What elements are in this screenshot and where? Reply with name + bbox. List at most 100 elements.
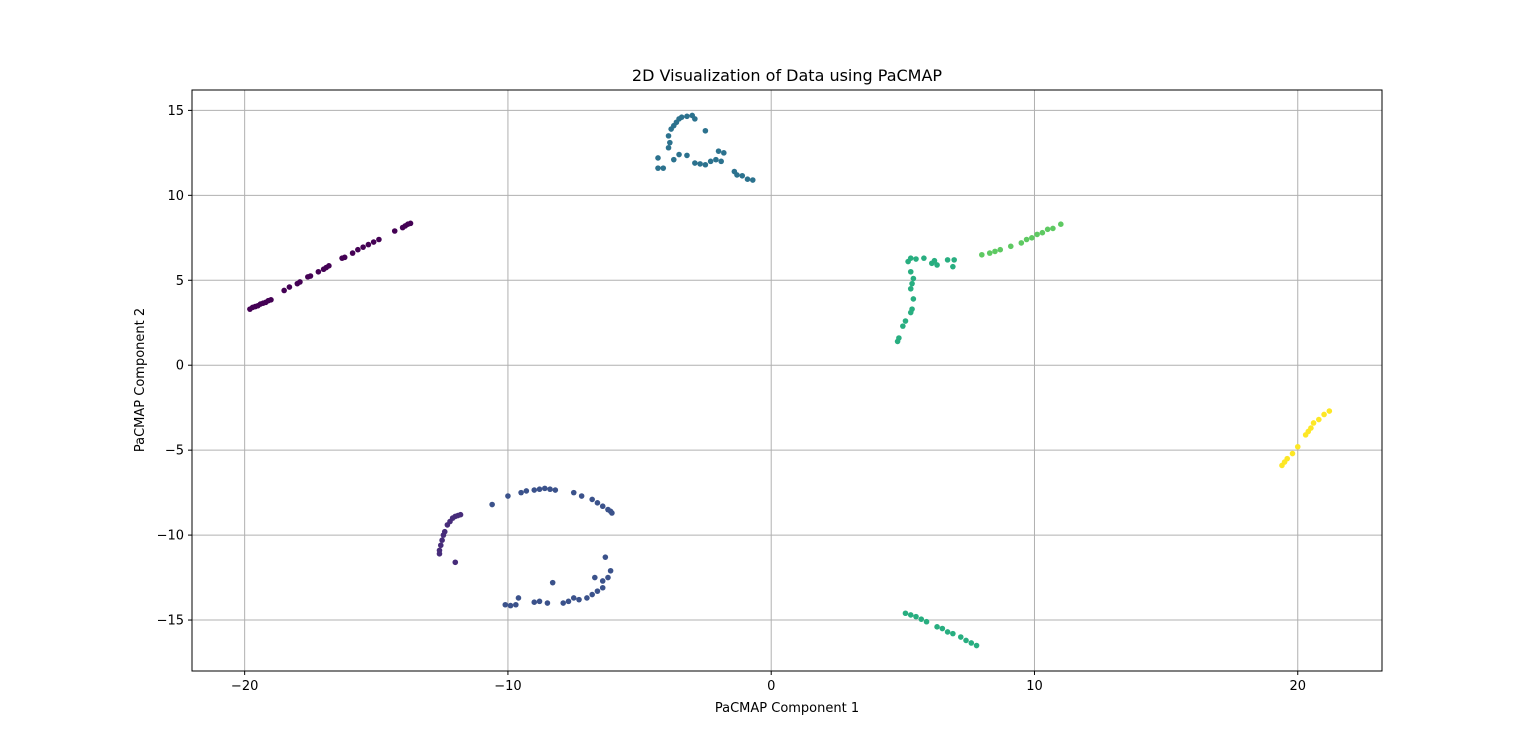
- data-point: [1050, 225, 1056, 232]
- data-point: [286, 284, 293, 290]
- data-point: [678, 114, 685, 120]
- data-point: [910, 275, 917, 282]
- data-point: [507, 602, 514, 609]
- data-point: [692, 160, 698, 166]
- data-point: [594, 500, 601, 506]
- data-point: [951, 257, 957, 263]
- y-tick-label: −15: [157, 614, 184, 629]
- data-point: [702, 127, 709, 134]
- data-point: [552, 487, 559, 493]
- data-point: [489, 501, 495, 508]
- data-point: [910, 296, 917, 302]
- data-point: [515, 595, 522, 601]
- data-point: [544, 600, 551, 606]
- data-point: [734, 172, 740, 178]
- data-point: [907, 285, 914, 292]
- data-point: [1316, 416, 1322, 423]
- data-point: [684, 152, 690, 159]
- data-point: [523, 488, 530, 494]
- data-point: [939, 625, 946, 632]
- data-point: [918, 616, 925, 622]
- data-point: [749, 177, 756, 183]
- x-axis-label: PaCMAP Component 1: [715, 701, 859, 716]
- data-point: [744, 176, 751, 182]
- data-point: [268, 297, 274, 303]
- data-point: [602, 554, 609, 560]
- x-tick-label: −20: [231, 679, 258, 694]
- data-point: [721, 150, 727, 156]
- data-point: [1308, 425, 1314, 431]
- data-point: [900, 323, 906, 329]
- data-point: [307, 273, 314, 279]
- data-point: [963, 637, 969, 644]
- data-point: [541, 485, 548, 492]
- data-point: [281, 287, 287, 294]
- data-point: [1018, 240, 1025, 246]
- data-point: [707, 158, 714, 165]
- x-tick-label: −10: [494, 679, 521, 694]
- data-point: [589, 591, 595, 598]
- data-point: [531, 487, 538, 493]
- data-point: [957, 634, 964, 640]
- data-point: [660, 165, 667, 171]
- data-point: [518, 489, 524, 496]
- data-point: [297, 279, 303, 285]
- data-point: [923, 618, 930, 625]
- data-point: [1023, 236, 1030, 243]
- data-point: [609, 510, 615, 516]
- data-point: [1029, 234, 1035, 241]
- data-point: [505, 493, 511, 499]
- data-point: [452, 559, 459, 566]
- data-point: [913, 256, 919, 262]
- data-point: [407, 220, 414, 227]
- data-point: [436, 547, 443, 554]
- data-point: [986, 250, 993, 256]
- data-point: [576, 596, 582, 603]
- data-point: [1289, 450, 1296, 457]
- data-point: [513, 601, 519, 608]
- data-point: [1039, 229, 1046, 236]
- data-point: [702, 161, 709, 168]
- data-point: [950, 263, 956, 270]
- grid-lines: [192, 90, 1382, 671]
- data-point: [909, 280, 915, 287]
- y-axis-label: PaCMAP Component 2: [133, 308, 148, 452]
- data-point: [739, 172, 746, 179]
- data-point: [355, 246, 361, 253]
- data-point: [676, 151, 682, 158]
- data-point: [536, 486, 543, 493]
- data-point: [670, 156, 677, 163]
- data-point: [365, 241, 372, 248]
- data-point: [1007, 243, 1014, 250]
- data-point: [1044, 226, 1051, 233]
- data-point: [718, 158, 724, 165]
- data-point: [997, 246, 1004, 253]
- data-point: [907, 255, 914, 261]
- data-point: [594, 588, 601, 594]
- data-point: [370, 239, 377, 245]
- data-point: [992, 248, 998, 255]
- data-point: [902, 610, 909, 617]
- data-point: [1310, 420, 1317, 426]
- data-point: [1321, 411, 1327, 418]
- data-point: [944, 257, 951, 263]
- y-tick-label: −5: [165, 444, 184, 459]
- data-point: [665, 133, 672, 139]
- data-point: [441, 528, 448, 535]
- data-point: [584, 595, 590, 601]
- data-point: [931, 257, 938, 264]
- data-point: [578, 493, 585, 499]
- y-tick-label: −10: [157, 529, 184, 544]
- data-point: [1058, 221, 1064, 228]
- data-point: [655, 165, 661, 171]
- data-point: [547, 486, 553, 493]
- data-point: [907, 612, 914, 618]
- data-point: [437, 542, 444, 549]
- data-point: [1326, 408, 1333, 414]
- data-points: [247, 112, 1333, 649]
- data-point: [713, 156, 719, 163]
- axis-ticks: −20 −10 0 10 20 −15 −10 −5 0 5 10 15: [157, 104, 1306, 694]
- data-point: [570, 489, 577, 496]
